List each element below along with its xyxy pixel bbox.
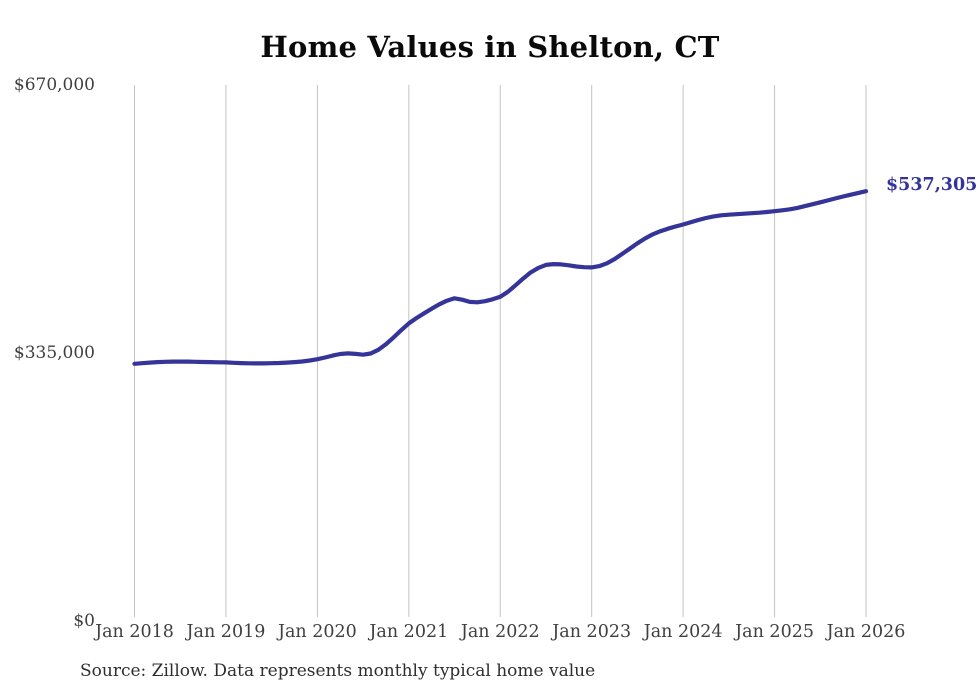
x-tick-label: Jan 2019 <box>186 622 266 642</box>
chart-title: Home Values in Shelton, CT <box>260 30 720 64</box>
x-tick-label: Jan 2024 <box>643 622 723 642</box>
x-tick-label: Jan 2018 <box>95 622 174 642</box>
y-tick-label: $335,000 <box>13 343 95 363</box>
x-tick-label: Jan 2020 <box>277 622 357 642</box>
source-note: Source: Zillow. Data represents monthly … <box>80 661 596 681</box>
x-tick-label: Jan 2026 <box>826 622 906 642</box>
final-value-label: $537,305 <box>886 175 978 196</box>
home-value-line <box>132 189 869 366</box>
y-tick-label: $670,000 <box>13 75 95 95</box>
y-tick-label: $0 <box>73 611 95 631</box>
x-tick-label: Jan 2022 <box>460 622 540 642</box>
x-tick-label: Jan 2025 <box>735 622 814 642</box>
x-tick-label: Jan 2021 <box>369 622 449 642</box>
x-tick-label: Jan 2023 <box>552 622 632 642</box>
